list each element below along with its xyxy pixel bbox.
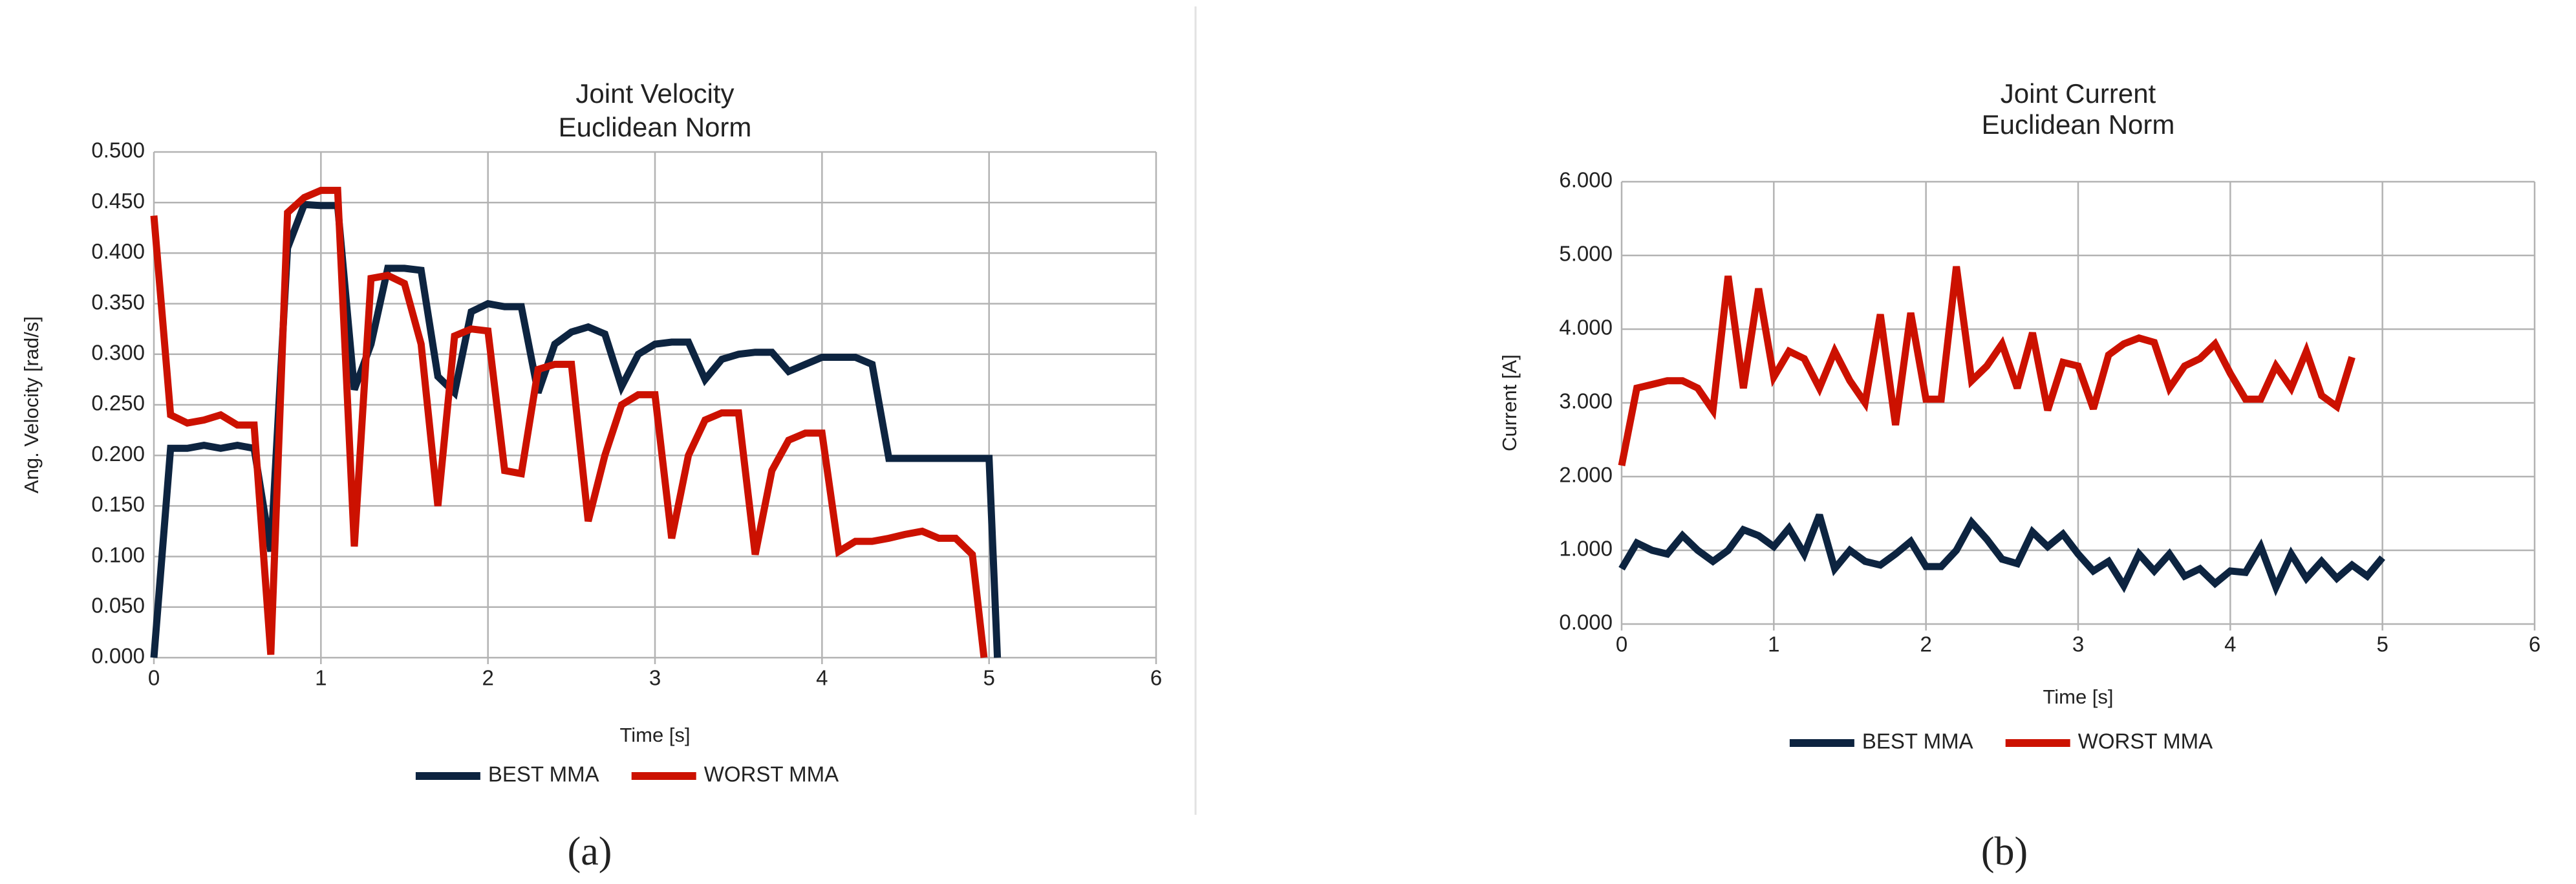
- x-tick-label: 6: [2529, 632, 2540, 656]
- y-tick-label: 0.050: [91, 594, 145, 618]
- y-tick-label: 1.000: [1559, 537, 1613, 561]
- y-axis-label: Current [A]: [1498, 354, 1521, 451]
- y-tick-label: 5.000: [1559, 242, 1613, 266]
- y-tick-label: 0.000: [91, 644, 145, 668]
- legend-item: BEST MMA: [415, 762, 599, 786]
- x-tick-label: 4: [816, 666, 828, 690]
- x-tick-label: 0: [148, 666, 160, 690]
- x-tick-label: 0: [1616, 632, 1627, 656]
- data-line: [150, 186, 988, 658]
- y-tick-label: 6.000: [1559, 168, 1613, 192]
- legend-label: BEST MMA: [1862, 729, 1973, 753]
- data-line: [1618, 266, 2356, 466]
- y-tick-label: 0.000: [1559, 610, 1613, 634]
- chart-title: Euclidean Norm: [559, 112, 752, 142]
- y-axis-label: Ang. Velocity [rad/s]: [20, 316, 43, 493]
- x-tick-label: 2: [482, 666, 493, 690]
- y-tick-label: 0.150: [91, 492, 145, 516]
- y-tick-label: 0.250: [91, 391, 145, 415]
- legend-item: WORST MMA: [2005, 729, 2213, 753]
- chart-title: Joint Velocity: [575, 78, 734, 109]
- y-tick-label: 0.450: [91, 189, 145, 213]
- chart-title: Euclidean Norm: [1982, 109, 2175, 140]
- y-tick-label: 2.000: [1559, 463, 1613, 487]
- data-line: [1618, 513, 2385, 597]
- legend-item: BEST MMA: [1789, 729, 1973, 753]
- legend-label: BEST MMA: [488, 762, 599, 786]
- y-tick-label: 0.200: [91, 442, 145, 466]
- x-tick-label: 2: [1920, 632, 1931, 656]
- x-tick-label: 1: [315, 666, 327, 690]
- data-line: [150, 200, 1002, 658]
- x-axis-label: Time [s]: [2043, 685, 2113, 708]
- legend-item: WORST MMA: [631, 762, 839, 786]
- y-tick-label: 3.000: [1559, 389, 1613, 413]
- legend-label: WORST MMA: [704, 762, 839, 786]
- y-tick-label: 4.000: [1559, 316, 1613, 340]
- x-tick-label: 4: [2224, 632, 2236, 656]
- y-tick-label: 0.350: [91, 290, 145, 314]
- y-tick-label: 0.300: [91, 341, 145, 365]
- x-tick-label: 6: [1150, 666, 1162, 690]
- caption: (a): [568, 830, 612, 874]
- x-tick-label: 5: [2376, 632, 2388, 656]
- x-tick-label: 5: [983, 666, 994, 690]
- legend-label: WORST MMA: [2078, 729, 2213, 753]
- y-tick-label: 0.500: [91, 138, 145, 162]
- chart-title: Joint Current: [2001, 78, 2156, 109]
- y-tick-label: 0.100: [91, 543, 145, 566]
- y-tick-label: 0.400: [91, 239, 145, 263]
- x-tick-label: 3: [2072, 632, 2084, 656]
- caption: (b): [1981, 830, 2028, 874]
- x-tick-label: 3: [649, 666, 661, 690]
- x-axis-label: Time [s]: [619, 724, 690, 746]
- x-tick-label: 1: [1768, 632, 1779, 656]
